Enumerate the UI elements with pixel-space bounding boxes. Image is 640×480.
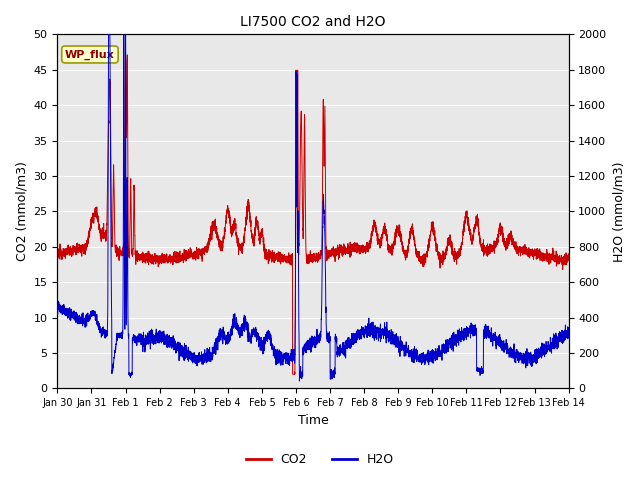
Text: WP_flux: WP_flux — [65, 49, 115, 60]
Legend: CO2, H2O: CO2, H2O — [241, 448, 399, 471]
Y-axis label: H2O (mmol/m3): H2O (mmol/m3) — [612, 161, 625, 262]
X-axis label: Time: Time — [298, 414, 328, 427]
Y-axis label: CO2 (mmol/m3): CO2 (mmol/m3) — [15, 161, 28, 261]
Title: LI7500 CO2 and H2O: LI7500 CO2 and H2O — [240, 15, 386, 29]
